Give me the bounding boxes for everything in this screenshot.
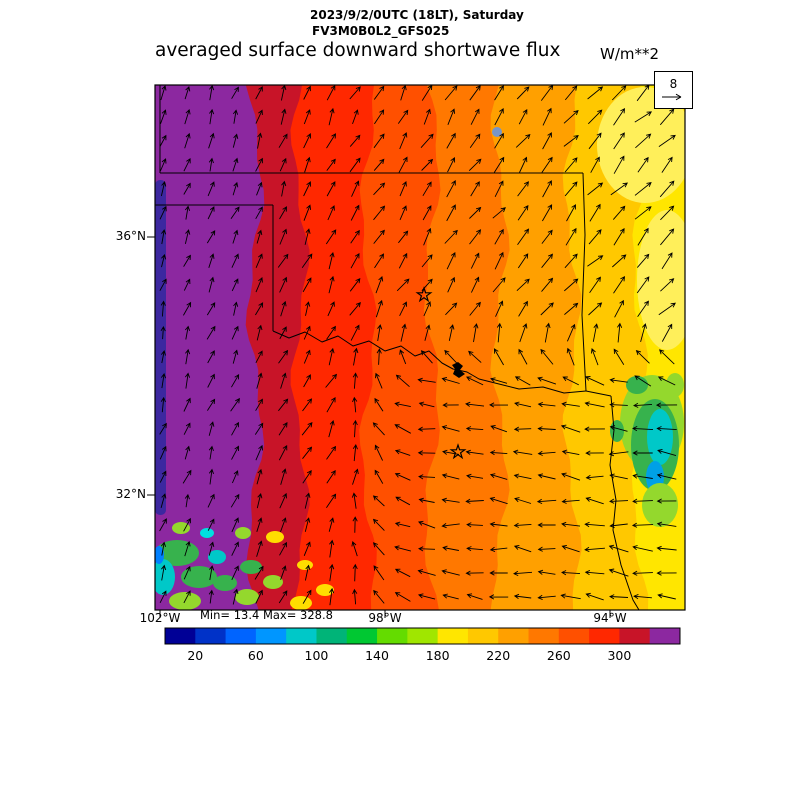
state-borders-layer [155,85,640,610]
datetime-line: 2023/9/2/0UTC (18LT), Saturday [310,8,524,22]
minmax-label: Min= 13.4 Max= 328.8 [200,608,333,622]
colorbar-tick-label: 260 [546,648,571,663]
lat-tick-label: 32°N [115,487,146,501]
map-frame [154,84,686,611]
colorbar [164,627,681,645]
station-markers [415,286,467,460]
colorbar-tick-label: 300 [607,648,632,663]
cloud-patches-layer [155,127,684,610]
border-tx_east [609,395,640,610]
lon-tick-label: 94°W [593,611,627,625]
colorbar-tick-label: 20 [187,648,204,663]
units-label: W/m**2 [600,45,660,63]
lake-texoma [452,362,465,378]
model-line: FV3M0B0L2_GFS025 [312,24,450,38]
lon-tick-label: 102°W [139,611,181,625]
field-layer [155,85,685,610]
border-ok_east [581,172,587,392]
location-star-icon [449,443,467,460]
colorbar-tick-label: 140 [365,648,389,663]
colorbar-tick-label: 220 [486,648,511,663]
lon-tick-label: 98°W [368,611,402,625]
reference-vector-box: 8 [654,71,693,109]
location-star-icon [415,286,433,303]
border-ar_tx [585,390,612,397]
colorbar-tick-label: 60 [247,648,264,663]
reference-vector-value: 8 [669,77,678,91]
reference-vector-arrow-icon [662,93,682,101]
lat-tick-label: 36°N [115,229,146,243]
map-area [155,85,685,610]
colorbar-tick-label: 180 [425,648,450,663]
plot-title: averaged surface downward shortwave flux [155,40,561,61]
axis-ticks [147,236,611,618]
wind-arrows-layer [159,85,678,606]
colorbar-tick-label: 100 [304,648,329,663]
